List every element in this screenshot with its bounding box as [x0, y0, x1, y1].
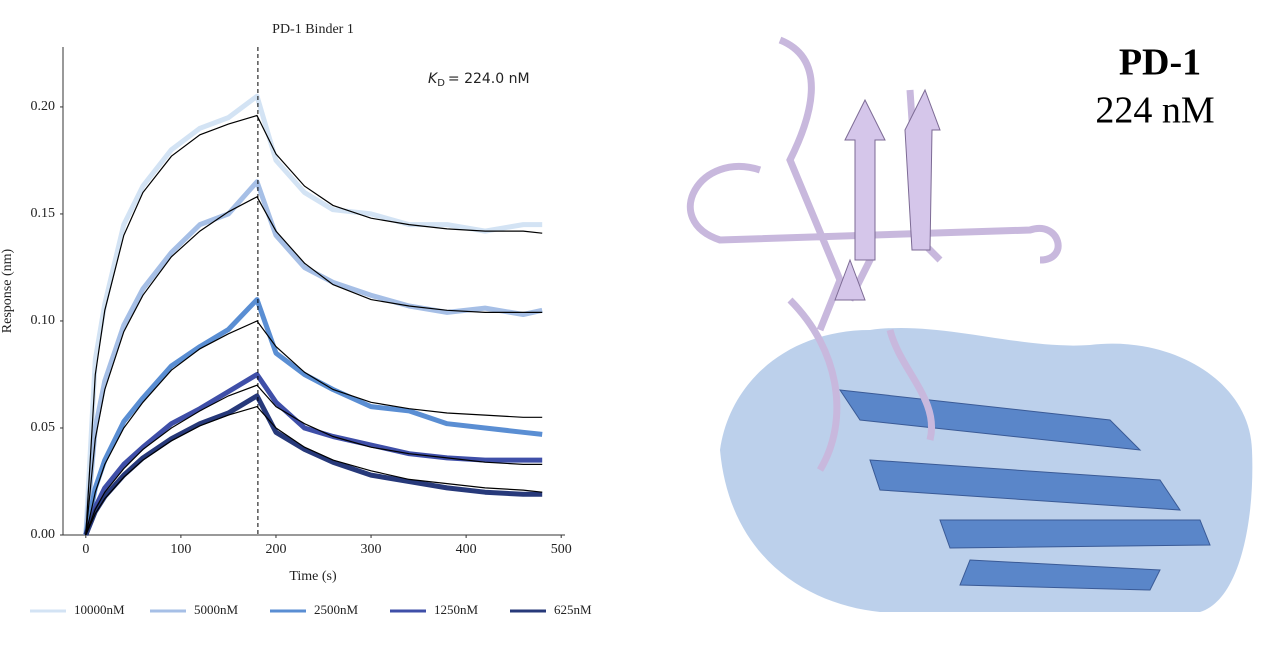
- x-tick-label: 500: [551, 542, 572, 557]
- chart: PD-1 Binder 1 Time (s) Response (nm) KD =…: [0, 22, 592, 617]
- data-line: [83, 93, 543, 536]
- kd-annotation: KD = 224.0 nM: [428, 71, 530, 89]
- x-axis-label: Time (s): [289, 569, 337, 584]
- y-tick-label: 0.15: [31, 206, 56, 221]
- structure-figure: PD-1 224 nM: [686, 36, 1253, 612]
- structure-value: 224 nM: [1095, 90, 1214, 132]
- fit-line: [85, 405, 543, 536]
- x-tick-label: 200: [265, 542, 286, 557]
- chart-title: PD-1 Binder 1: [272, 22, 354, 37]
- y-tick-label: 0.05: [31, 420, 56, 435]
- y-axis-label: Response (nm): [0, 248, 15, 333]
- data-line: [83, 297, 543, 536]
- data-line: [83, 179, 543, 536]
- kd-text: = 224.0 nM: [448, 71, 530, 87]
- fit-line: [85, 195, 543, 536]
- legend-label: 5000nM: [194, 602, 239, 617]
- kd-subscript: D: [437, 78, 445, 89]
- fit-line: [85, 320, 543, 536]
- x-tick-label: 100: [170, 542, 191, 557]
- legend-label: 625nM: [554, 602, 592, 617]
- structure-title: PD-1: [1119, 42, 1201, 84]
- legend-label: 2500nM: [314, 602, 359, 617]
- x-tick-label: 400: [456, 542, 477, 557]
- legend-label: 1250nM: [434, 602, 479, 617]
- y-tick-label: 0.00: [31, 527, 56, 542]
- fit-line: [85, 384, 543, 536]
- fit-line: [85, 114, 543, 536]
- ribbon-blue: [838, 389, 1211, 591]
- x-tick-label: 300: [361, 542, 382, 557]
- legend-label: 10000nM: [74, 602, 125, 617]
- ribbon-sheet: [834, 88, 941, 301]
- y-tick-label: 0.20: [31, 99, 56, 114]
- data-line: [83, 393, 543, 536]
- x-tick-label: 0: [82, 542, 89, 557]
- kd-symbol: K: [428, 71, 439, 87]
- y-tick-label: 0.10: [31, 313, 56, 328]
